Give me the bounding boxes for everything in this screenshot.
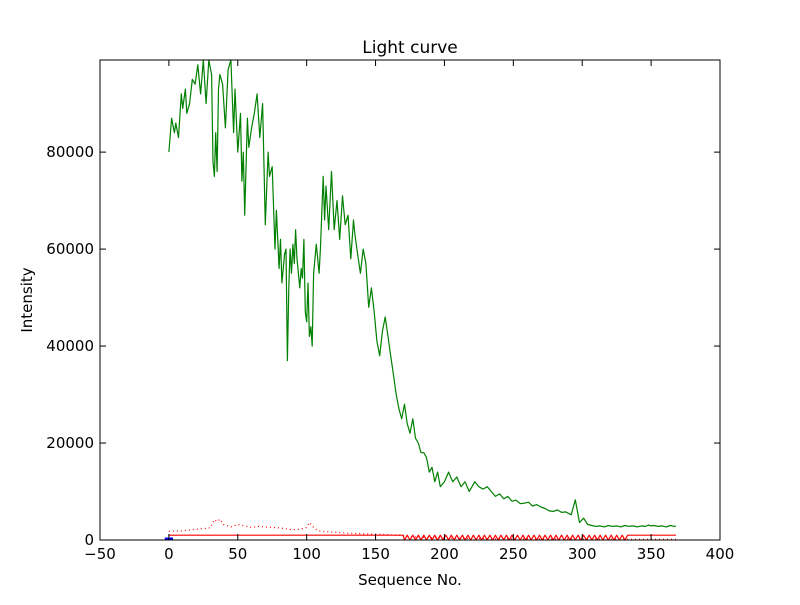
chart-title: Light curve xyxy=(362,38,457,58)
ticks-layer: −50 0 50 100 150 200 250 300 350 4000200004000060… xyxy=(46,60,734,563)
y-tick-label: 40000 xyxy=(46,337,94,355)
series-layer xyxy=(164,59,677,541)
x-tick-label: 200 xyxy=(430,545,459,563)
y-tick-label: 80000 xyxy=(46,143,94,161)
series-line-3 xyxy=(168,534,676,541)
x-tick-label: 0 xyxy=(164,545,174,563)
y-tick-label: 0 xyxy=(84,531,94,549)
x-tick-label: 350 xyxy=(637,545,666,563)
x-tick-label: 250 xyxy=(499,545,528,563)
x-tick-label: −50 xyxy=(84,545,116,563)
x-tick-label: 50 xyxy=(228,545,247,563)
plot-frame xyxy=(99,59,721,541)
y-axis-label: Intensity xyxy=(18,267,36,332)
x-tick-label: 150 xyxy=(361,545,390,563)
x-tick-label: 400 xyxy=(706,545,735,563)
series-line-1 xyxy=(168,59,677,528)
x-tick-label: 100 xyxy=(292,545,321,563)
x-axis-label: Sequence No. xyxy=(358,571,462,589)
y-tick-label: 60000 xyxy=(46,240,94,258)
x-tick-label: 300 xyxy=(568,545,597,563)
y-tick-label: 20000 xyxy=(46,434,94,452)
